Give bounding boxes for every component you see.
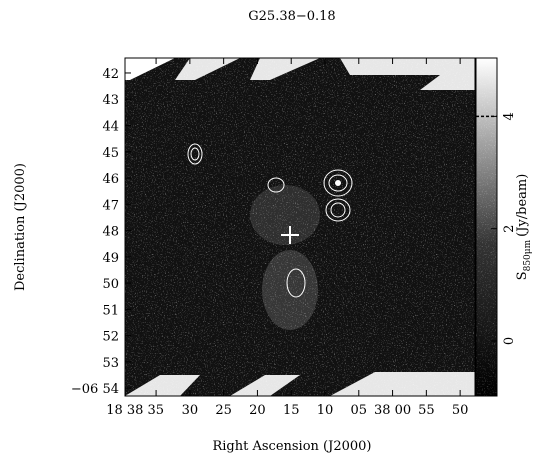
colorbar-tick-label: 4 [502,112,517,120]
y-tick-label: 48 [102,225,119,240]
x-tick-label: 55 [418,403,435,418]
y-tick-label: 53 [102,356,119,371]
x-tick-label: 25 [215,403,232,418]
y-tick-label: 49 [102,251,119,266]
map [124,57,476,397]
x-axis-label: Right Ascension (J2000) [212,439,371,454]
x-tick-label: 18 38 35 [106,403,164,418]
y-tick-label: 51 [102,303,119,318]
x-tick-label: 50 [452,403,469,418]
y-tick-label: 52 [102,330,119,345]
colorbar-label-unit: (Jy/beam) [515,174,530,237]
y-tick-label: 43 [102,93,119,108]
y-tick-label: 46 [102,172,119,187]
x-tick-label: 30 [182,403,199,418]
y-tick-label: 45 [102,146,119,161]
colorbar-label-main: S [515,271,530,280]
colorbar [475,57,498,397]
x-tick-label: 38 00 [374,403,411,418]
y-tick-label: 44 [102,119,119,134]
chart-title: G25.38−0.18 [248,9,335,24]
y-axis-label: Declination (J2000) [13,163,28,291]
colorbar-tick-label: 0 [502,337,517,345]
x-tick-label: 05 [351,403,368,418]
y-tick-label: −06 54 [71,382,119,397]
colorbar-tick-label: 2 [502,225,517,233]
x-tick-label: 20 [249,403,266,418]
x-tick-label: 10 [317,403,334,418]
colorbar-label: S850μm (Jy/beam) [515,174,533,281]
y-tick-label: 42 [102,67,119,82]
y-tick-label: 50 [102,277,119,292]
colorbar-label-sub: 850μm [523,239,533,271]
x-tick-label: 15 [283,403,300,418]
y-tick-label: 47 [102,198,119,213]
